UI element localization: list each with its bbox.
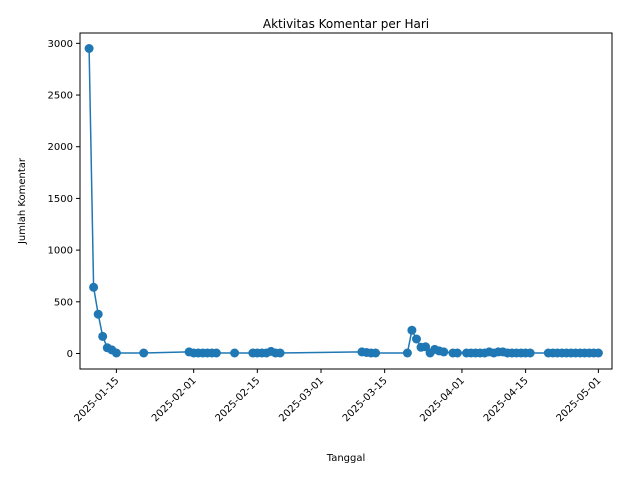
x-axis: 2025-01-15 2025-02-01 2025-02-15 2025-03-01… bbox=[73, 369, 604, 424]
data-point bbox=[439, 347, 449, 357]
chart-title: Aktivitas Komentar per Hari bbox=[263, 17, 429, 31]
x-tick-label: 2025-04-15 bbox=[482, 375, 531, 424]
y-tick-label: 2000 bbox=[48, 142, 73, 153]
data-point bbox=[84, 44, 94, 53]
y-tick-label: 500 bbox=[54, 297, 73, 308]
x-tick-label: 2025-03-01 bbox=[277, 375, 326, 424]
x-axis-label: Tanggal bbox=[326, 453, 366, 464]
data-point bbox=[111, 348, 121, 358]
data-point bbox=[407, 325, 417, 335]
y-tick-label: 2500 bbox=[48, 91, 73, 102]
data-point bbox=[421, 342, 431, 352]
data-point bbox=[98, 331, 108, 341]
plot-frame bbox=[79, 32, 613, 370]
data-point bbox=[525, 348, 535, 358]
series-line bbox=[88, 48, 599, 355]
x-tick-label: 2025-03-15 bbox=[341, 375, 390, 424]
data-point bbox=[402, 348, 412, 358]
data-point bbox=[412, 334, 421, 344]
y-axis: 0 500 1000 1500 2000 2500 3000 bbox=[48, 39, 80, 360]
data-point bbox=[89, 282, 99, 292]
data-point bbox=[275, 348, 285, 358]
y-tick-label: 1500 bbox=[48, 194, 73, 205]
y-tick-label: 0 bbox=[67, 349, 73, 360]
y-tick-label: 1000 bbox=[48, 246, 73, 257]
data-point bbox=[593, 348, 603, 358]
y-tick-label: 3000 bbox=[48, 39, 73, 50]
data-point bbox=[139, 348, 149, 358]
x-tick-label: 2025-05-01 bbox=[555, 375, 604, 424]
series-layer bbox=[84, 44, 603, 358]
x-tick-label: 2025-02-15 bbox=[214, 375, 263, 424]
x-tick-label: 2025-04-01 bbox=[418, 375, 467, 424]
data-point bbox=[93, 309, 103, 319]
data-point bbox=[452, 348, 462, 358]
data-point bbox=[230, 348, 240, 358]
x-tick-label: 2025-01-15 bbox=[73, 375, 122, 424]
data-point bbox=[371, 348, 381, 358]
data-point bbox=[211, 348, 221, 358]
y-axis-label: Jumlah Komentar bbox=[17, 157, 28, 245]
x-tick-label: 2025-02-01 bbox=[150, 375, 199, 424]
